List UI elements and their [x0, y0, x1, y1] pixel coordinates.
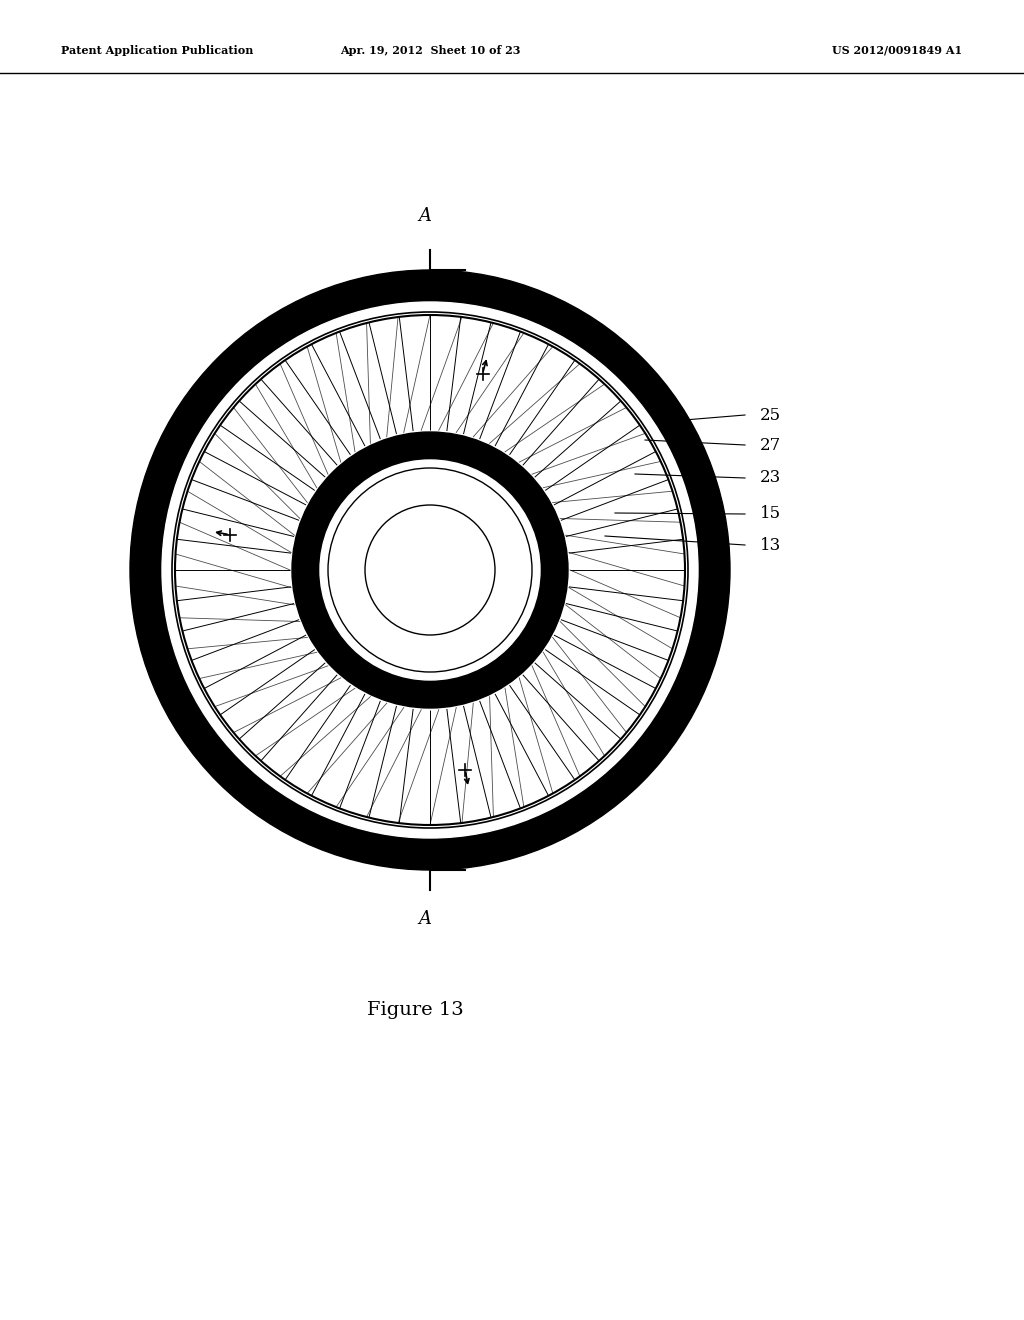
- Text: US 2012/0091849 A1: US 2012/0091849 A1: [833, 45, 963, 55]
- Text: 27: 27: [760, 437, 781, 454]
- Text: Apr. 19, 2012  Sheet 10 of 23: Apr. 19, 2012 Sheet 10 of 23: [340, 45, 520, 55]
- Text: 25: 25: [760, 407, 781, 424]
- Text: A: A: [419, 909, 431, 928]
- Circle shape: [319, 459, 540, 680]
- Text: Patent Application Publication: Patent Application Publication: [61, 45, 254, 55]
- Circle shape: [175, 315, 685, 825]
- Text: 23: 23: [760, 470, 781, 487]
- Circle shape: [130, 271, 730, 870]
- Text: 15: 15: [760, 506, 781, 523]
- Text: Figure 13: Figure 13: [367, 1001, 464, 1019]
- Circle shape: [365, 506, 495, 635]
- Circle shape: [162, 302, 698, 838]
- Circle shape: [292, 432, 568, 708]
- Text: A: A: [419, 207, 431, 224]
- Text: 13: 13: [760, 536, 781, 553]
